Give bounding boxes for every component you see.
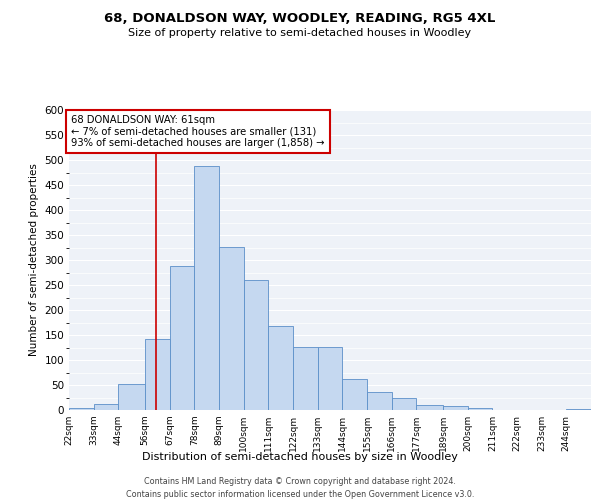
Bar	[194, 166, 219, 410]
Bar	[343, 378, 367, 410]
Bar	[443, 406, 468, 410]
Bar	[468, 408, 493, 410]
Bar	[219, 246, 244, 410]
Bar	[392, 398, 416, 410]
Bar	[69, 408, 94, 410]
Bar	[170, 266, 194, 410]
Text: Contains public sector information licensed under the Open Government Licence v3: Contains public sector information licen…	[126, 490, 474, 499]
Text: Contains HM Land Registry data © Crown copyright and database right 2024.: Contains HM Land Registry data © Crown c…	[144, 478, 456, 486]
Bar	[268, 326, 293, 410]
Bar	[317, 347, 343, 410]
Bar	[94, 404, 118, 410]
Y-axis label: Number of semi-detached properties: Number of semi-detached properties	[29, 164, 39, 356]
Bar	[118, 384, 145, 410]
Bar	[416, 405, 443, 410]
Text: 68 DONALDSON WAY: 61sqm
← 7% of semi-detached houses are smaller (131)
93% of se: 68 DONALDSON WAY: 61sqm ← 7% of semi-det…	[71, 115, 325, 148]
Bar	[244, 280, 268, 410]
Text: Size of property relative to semi-detached houses in Woodley: Size of property relative to semi-detach…	[128, 28, 472, 38]
Bar	[566, 408, 591, 410]
Text: 68, DONALDSON WAY, WOODLEY, READING, RG5 4XL: 68, DONALDSON WAY, WOODLEY, READING, RG5…	[104, 12, 496, 26]
Bar	[367, 392, 392, 410]
Bar	[145, 338, 170, 410]
Bar	[293, 347, 317, 410]
Text: Distribution of semi-detached houses by size in Woodley: Distribution of semi-detached houses by …	[142, 452, 458, 462]
